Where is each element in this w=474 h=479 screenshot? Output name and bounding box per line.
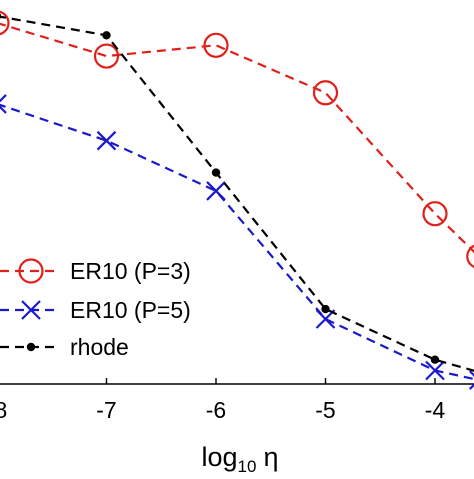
series-er10-p-5 [0, 94, 474, 390]
series-line [0, 22, 474, 254]
series-line [0, 103, 474, 381]
dot-marker [211, 168, 221, 177]
circle-marker [422, 201, 448, 227]
x-tick-label: -6 [206, 397, 226, 423]
circle-marker [466, 244, 474, 269]
x-marker-stroke [469, 370, 474, 377]
x-tick-label: -7 [96, 397, 116, 423]
legend: ER10 (P=3) ER10 (P=5) rhode [0, 250, 223, 372]
circle-marker [203, 32, 229, 58]
circle-marker [93, 43, 120, 69]
legend-entry: ER10 (P=3) [0, 258, 191, 284]
x-marker-stroke [425, 360, 445, 381]
x-marker [206, 181, 226, 201]
x-axis-label-subscript: 10 [238, 457, 257, 474]
legend-label: ER10 (P=5) [70, 297, 191, 323]
dot-marker [0, 13, 2, 20]
dot-marker [102, 31, 111, 40]
x-tick-label: -4 [425, 397, 446, 423]
x-marker-stroke [469, 383, 474, 390]
series-line [0, 15, 474, 372]
circle-marker [312, 80, 339, 106]
x-marker-stroke [206, 181, 226, 201]
axes: -8 -7 -6 -5 -4 [0, 378, 474, 423]
x-marker-stroke [21, 300, 41, 320]
x-axis-label: log10 η [202, 442, 279, 476]
legend-entry: rhode [0, 334, 129, 360]
x-marker [96, 130, 117, 151]
series-rhode [0, 13, 474, 372]
x-tick-label: -8 [0, 397, 7, 423]
x-marker-stroke [96, 130, 117, 151]
x-marker-stroke [0, 94, 7, 103]
series-layer [0, 10, 474, 390]
legend-label: ER10 (P=3) [70, 258, 191, 284]
x-marker [21, 300, 41, 320]
x-marker [425, 360, 445, 381]
circle-marker [18, 258, 44, 284]
x-marker [0, 94, 7, 114]
x-marker [469, 370, 474, 390]
legend-entry: ER10 (P=5) [0, 297, 191, 323]
x-marker-stroke [0, 105, 7, 114]
series-er10-p-3 [0, 10, 474, 269]
x-tick-label: -5 [315, 397, 335, 423]
circle-marker [0, 10, 10, 36]
dot-marker [26, 342, 36, 352]
dot-marker [430, 355, 440, 364]
dot-marker [321, 304, 330, 314]
x-axis-label-symbol: η [263, 442, 278, 472]
x-axis-label-base: log [202, 442, 238, 472]
legend-label: rhode [70, 334, 129, 360]
